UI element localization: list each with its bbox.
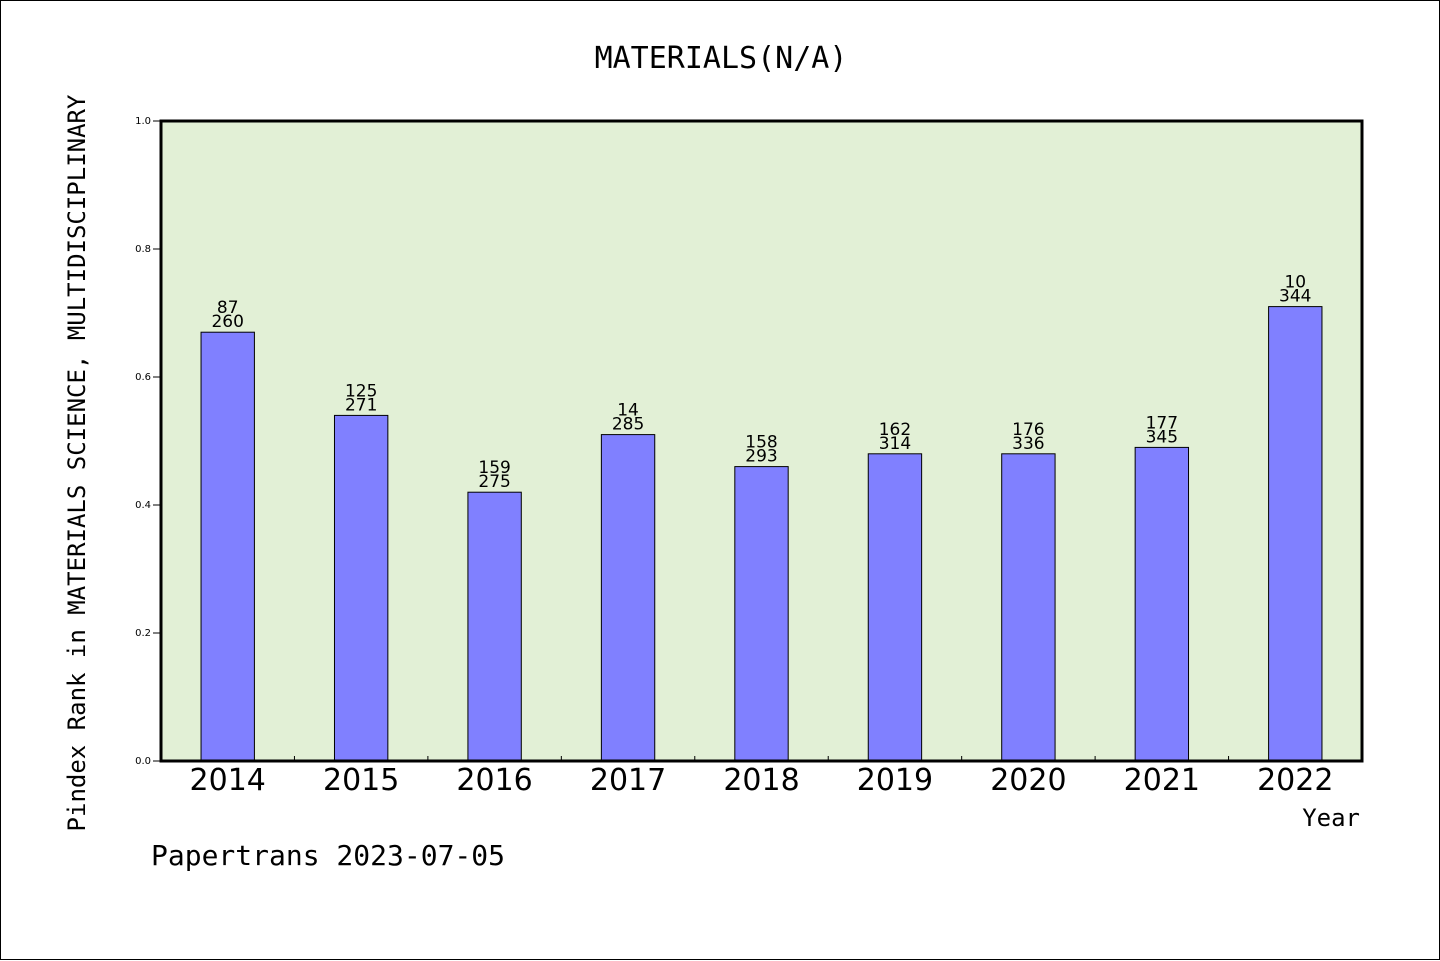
total-label-2019: 314 [879,434,911,454]
total-label-2017: 285 [612,415,644,435]
plot-border [159,119,1364,763]
x-axis-label: Year [1302,804,1360,832]
rank-label-2018: 158 [745,433,777,453]
y-tick-label: 0.4 [135,500,151,511]
rank-label-2017: 14 [617,401,639,421]
rank-label-2015: 125 [345,381,377,401]
total-label-2022: 344 [1279,287,1311,307]
x-tick-label-2016: 2016 [456,763,532,798]
rank-label-2014: 87 [217,298,239,318]
rank-label-2016: 159 [478,458,510,478]
y-tick-label: 0.0 [135,756,151,767]
x-tick-label-2017: 2017 [590,763,666,798]
x-axis: 2014 2015 2016 2017 2018 2019 2020 2021 2022 [190,756,1333,798]
x-tick-label-2018: 2018 [723,763,799,798]
y-tick-label: 0.8 [135,244,151,255]
x-tick-label-2021: 2021 [1124,763,1200,798]
bar-2020 [1001,453,1056,762]
bars-group [200,306,1323,762]
x-tick-label-2015: 2015 [323,763,399,798]
x-tick-label-2019: 2019 [857,763,933,798]
rank-label-2021: 177 [1146,413,1178,433]
rank-label-2022: 10 [1284,273,1306,293]
chart-title: MATERIALS(N/A) [595,41,848,76]
total-label-2015: 271 [345,395,377,415]
y-tick-label: 0.2 [135,628,151,639]
x-tick-label-2014: 2014 [190,763,266,798]
bar-2014 [200,331,255,762]
y-tick-label: 0.6 [135,372,151,383]
total-label-2020: 336 [1012,434,1044,454]
y-axis: 0.0 0.2 0.4 0.6 0.8 1.0 [135,116,161,767]
bar-2018 [734,466,789,762]
bar-2017 [600,434,656,762]
bar-2019 [867,453,923,762]
total-label-2014: 260 [211,312,243,332]
total-label-2016: 275 [478,472,510,492]
bar-2022 [1268,306,1323,762]
x-tick-label-2020: 2020 [990,763,1066,798]
total-label-2021: 345 [1146,427,1178,447]
y-tick-label: 1.0 [135,116,151,127]
total-label-2018: 293 [745,447,777,467]
rank-label-2020: 176 [1012,420,1044,440]
footer-credit: Papertrans 2023-07-05 [151,839,505,872]
rank-label-2019: 162 [879,420,911,440]
bar-2015 [333,414,389,762]
bar-2021 [1134,446,1190,762]
y-axis-label: Pindex Rank in MATERIALS SCIENCE, MULTID… [63,94,91,831]
x-tick-label-2022: 2022 [1257,763,1333,798]
bar-2016 [467,491,522,762]
